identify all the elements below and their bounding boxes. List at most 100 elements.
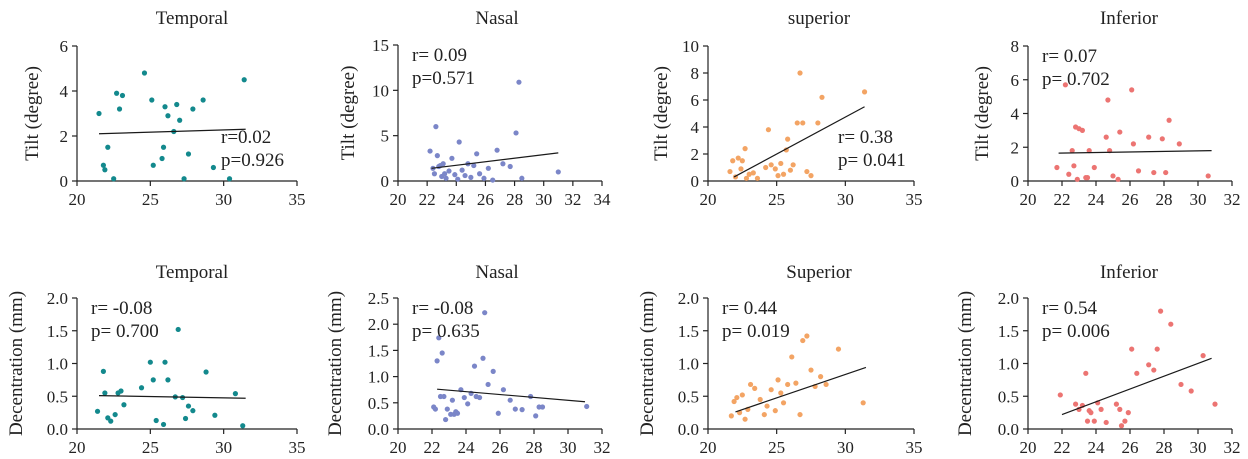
- data-point: [861, 89, 868, 95]
- y-tick-label: 0.0: [368, 420, 389, 439]
- correlation-p-label: p= 0.019: [722, 321, 790, 342]
- y-tick-label: 0: [60, 172, 69, 191]
- data-point: [1084, 418, 1091, 424]
- data-point: [468, 174, 474, 180]
- data-point: [768, 162, 774, 168]
- data-point: [1178, 381, 1184, 388]
- correlation-p-label: p= 0.702: [1042, 69, 1110, 90]
- scatter-panel: Superior Decentration (mm) 20 25 30 35 0.0 0.5 1…: [637, 262, 923, 457]
- data-point: [778, 160, 784, 167]
- data-point: [456, 139, 462, 145]
- y-tick-label: 2.0: [998, 289, 1019, 308]
- data-point: [731, 398, 737, 405]
- y-tick-label: 1.5: [998, 322, 1019, 341]
- y-tick-label: 1.0: [998, 355, 1019, 374]
- data-point: [1130, 141, 1136, 147]
- y-tick-label: 1.0: [678, 355, 699, 374]
- data-point: [162, 359, 168, 365]
- data-point: [174, 101, 180, 108]
- data-point: [102, 167, 108, 173]
- y-tick-label: 2: [1011, 138, 1020, 157]
- data-point: [761, 411, 767, 418]
- y-tick-label: 0: [381, 172, 390, 191]
- trend-line: [437, 388, 586, 403]
- data-point: [1168, 321, 1174, 327]
- y-tick-label: 15: [372, 36, 389, 55]
- data-point: [436, 335, 442, 341]
- scatter-panel: Nasal Decentration (mm) 20 22 24 26 28 30 32 0.0 0…: [325, 262, 611, 457]
- data-point: [175, 326, 181, 333]
- data-point: [1134, 370, 1140, 376]
- data-point: [433, 124, 439, 130]
- correlation-r-label: r= -0.08: [91, 298, 152, 319]
- panel-title: superior: [788, 8, 851, 29]
- y-tick-label: 6: [1011, 71, 1020, 90]
- x-tick-label: 22: [424, 438, 441, 457]
- y-axis-label: Tilt (degree): [338, 66, 359, 161]
- x-tick-label: 30: [215, 190, 232, 209]
- data-point: [1117, 129, 1123, 135]
- data-point: [441, 393, 447, 400]
- data-point: [452, 172, 458, 178]
- y-tick-label: 1.0: [47, 355, 68, 374]
- y-axis-label: Decentration (mm): [637, 291, 658, 436]
- trend-line: [1058, 150, 1212, 154]
- y-tick-label: 0.5: [47, 387, 68, 406]
- data-point: [232, 391, 238, 397]
- data-point: [485, 381, 491, 388]
- x-tick-label: 20: [1020, 438, 1037, 457]
- data-point: [757, 396, 763, 403]
- data-point: [150, 377, 156, 383]
- panel-title: Inferior: [1100, 8, 1159, 29]
- data-point: [775, 173, 781, 179]
- data-point: [764, 403, 770, 409]
- data-point: [746, 171, 752, 177]
- data-point: [1159, 136, 1165, 142]
- data-point: [519, 407, 525, 413]
- x-tick-label: 30: [1190, 190, 1207, 209]
- data-point: [190, 106, 196, 112]
- data-point: [465, 401, 471, 407]
- data-point: [1129, 346, 1135, 352]
- x-tick-label: 26: [492, 438, 509, 457]
- correlation-r-label: r= 0.07: [1042, 46, 1097, 67]
- correlation-r-label: r= 0.44: [722, 298, 778, 319]
- data-point: [808, 367, 814, 373]
- trend-line: [735, 366, 867, 413]
- x-tick-label: 26: [477, 190, 494, 209]
- data-point: [482, 310, 488, 316]
- data-point: [1205, 173, 1211, 179]
- y-tick-label: 0.5: [998, 387, 1019, 406]
- data-point: [1083, 370, 1089, 376]
- data-point: [793, 380, 799, 386]
- data-point: [471, 162, 477, 169]
- data-point: [112, 411, 118, 418]
- data-point: [1110, 173, 1116, 179]
- data-point: [804, 168, 810, 175]
- data-point: [471, 363, 478, 369]
- y-tick-label: 4: [691, 118, 700, 137]
- y-tick-label: 5: [381, 127, 390, 146]
- y-tick-label: 2.0: [678, 289, 699, 308]
- scatter-panel: Inferior Decentration (mm) 20 22 24 26 28 30 32 0…: [955, 262, 1241, 457]
- x-tick-label: 28: [526, 438, 543, 457]
- data-point: [730, 158, 736, 164]
- data-point: [804, 333, 810, 339]
- y-tick-label: 2.0: [368, 315, 389, 334]
- y-tick-label: 0.0: [47, 420, 68, 439]
- x-tick-label: 34: [594, 190, 612, 209]
- data-point: [1086, 148, 1092, 154]
- data-point: [150, 162, 156, 168]
- x-tick-label: 28: [1156, 190, 1173, 209]
- data-point: [1129, 87, 1135, 93]
- trend-line: [733, 106, 865, 178]
- data-point: [800, 337, 806, 344]
- data-point: [1091, 418, 1097, 424]
- data-point: [815, 120, 821, 126]
- correlation-p-label: p= 0.700: [91, 321, 159, 342]
- data-point: [742, 416, 748, 422]
- data-point: [1122, 418, 1128, 424]
- data-point: [1146, 362, 1152, 368]
- x-tick-label: 32: [594, 438, 611, 457]
- trend-line: [98, 394, 246, 399]
